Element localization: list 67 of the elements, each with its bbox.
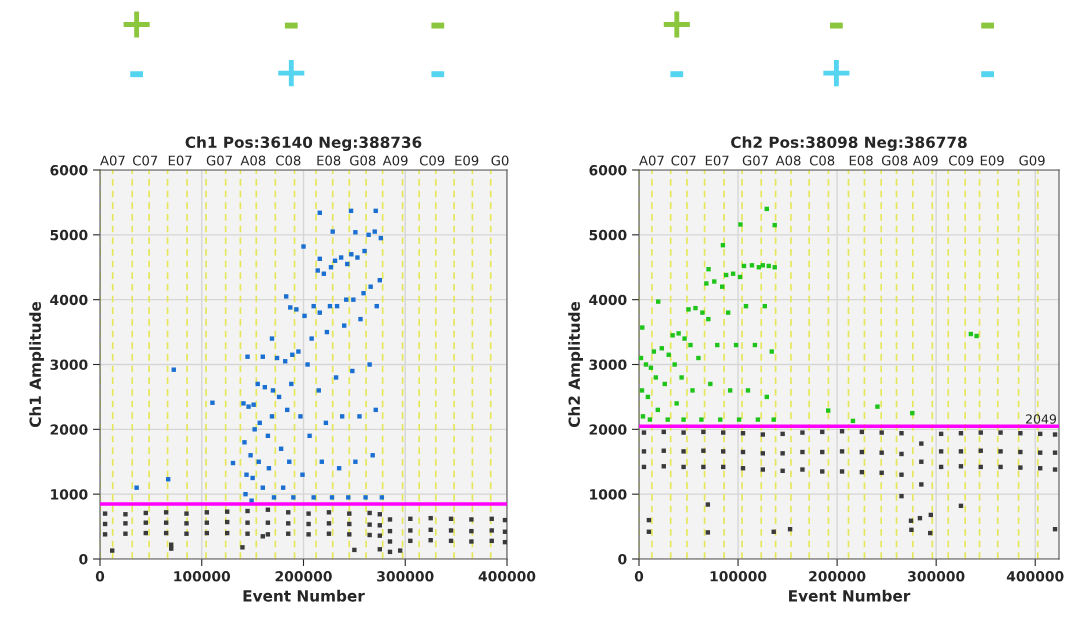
y-axis-title: Ch1 Amplitude (29, 301, 44, 428)
ref-line-label: E07 (705, 155, 729, 166)
y-tick-label: 2000 (50, 424, 88, 435)
text: - (284, 22, 298, 29)
y-tick-label: 2000 (589, 424, 627, 435)
ref-line-label: C08 (276, 155, 301, 166)
chart-title: Ch2 Pos:38098 Neg:386778 (731, 136, 967, 152)
ref-line-label: E09 (980, 155, 1004, 166)
y-tick-label: 3000 (589, 359, 627, 370)
y-tick-label: 6000 (50, 164, 88, 176)
x-tick-label: 0 (634, 571, 644, 582)
ref-line-label: E08 (849, 155, 873, 166)
ref-line-label: E08 (317, 155, 341, 166)
ref-line-label: G0 (491, 155, 509, 166)
text: - (431, 22, 445, 29)
ref-line-label: G09 (1019, 155, 1045, 166)
x-tick-label: 400000 (478, 571, 536, 582)
y-tick-label: 1000 (51, 489, 88, 500)
y-tick-label: 0 (618, 553, 627, 565)
ref-line-label: C09 (419, 155, 445, 166)
text: - (981, 22, 994, 29)
ref-line-label: 2049 (1026, 414, 1057, 424)
y-tick-label: 4000 (50, 294, 88, 306)
ref-line-label: G07 (206, 155, 232, 166)
text: - (830, 22, 843, 29)
x-tick-label: 100000 (710, 571, 767, 582)
x-tick-label: 200000 (809, 571, 866, 582)
y-tick-label: 6000 (589, 164, 627, 176)
ref-line-label: A08 (775, 155, 801, 166)
ref-line-label: G08 (350, 155, 376, 166)
text: + (823, 60, 850, 87)
ref-line-label: G07 (742, 155, 768, 166)
text: + (663, 11, 690, 38)
x-axis-title: Event Number (243, 589, 365, 602)
text: - (981, 71, 994, 78)
x-tick-label: 300000 (377, 571, 434, 582)
x-tick-label: 300000 (908, 571, 965, 582)
x-tick-label: 100000 (174, 571, 231, 582)
ref-line-label: C08 (809, 155, 835, 166)
chart-title: Ch1 Pos:36140 Neg:388736 (185, 136, 422, 152)
text: + (123, 11, 150, 38)
y-tick-label: 5000 (589, 229, 627, 241)
ref-line-label: G08 (881, 155, 908, 166)
ref-line-label: E07 (168, 155, 192, 166)
y-axis-title: Ch2 Amplitude (568, 301, 583, 428)
text: - (130, 71, 144, 78)
text: - (670, 71, 684, 78)
x-tick-label: 200000 (275, 571, 332, 582)
text: - (431, 71, 445, 78)
y-tick-label: 1000 (590, 489, 627, 500)
y-tick-label: 3000 (50, 359, 88, 370)
text: + (278, 60, 305, 87)
ref-line-label: A09 (382, 155, 408, 166)
ref-line-label: C09 (948, 155, 974, 166)
ref-line-label: E09 (455, 155, 479, 166)
ref-line-label: A08 (240, 155, 266, 166)
y-tick-label: 0 (79, 553, 88, 565)
y-tick-label: 4000 (589, 294, 627, 306)
ref-line-label: C07 (671, 155, 696, 166)
x-tick-label: 400000 (1006, 571, 1064, 582)
x-axis-title: Event Number (789, 589, 911, 602)
ref-line-label: A09 (912, 155, 938, 166)
x-tick-label: 0 (95, 571, 105, 582)
ref-line-label: A07 (639, 155, 664, 166)
ref-line-label: A07 (100, 155, 125, 166)
y-tick-label: 5000 (50, 229, 88, 241)
ref-line-label: C07 (132, 155, 158, 166)
